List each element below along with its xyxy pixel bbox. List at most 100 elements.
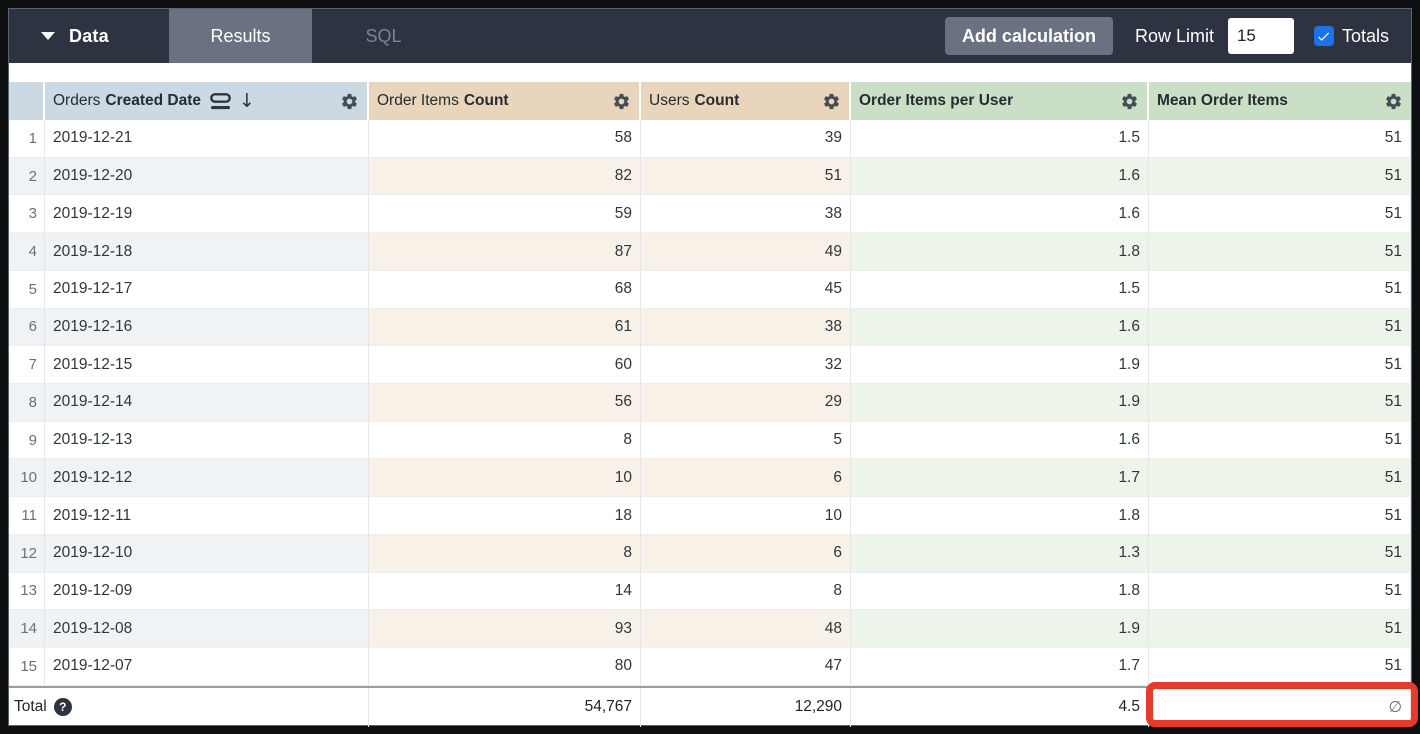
cell-order-items-count[interactable]: 93	[369, 610, 641, 649]
cell-users-count[interactable]: 45	[641, 270, 851, 309]
data-menu[interactable]: Data	[9, 9, 169, 63]
cell-mean-order-items[interactable]: 51	[1149, 534, 1411, 573]
gear-icon[interactable]	[612, 92, 631, 111]
cell-order-items-count[interactable]: 59	[369, 195, 641, 234]
cell-orders-created-date[interactable]: 2019-12-07	[45, 648, 369, 686]
cell-users-count[interactable]: 8	[641, 572, 851, 611]
cell-orders-created-date[interactable]: 2019-12-14	[45, 384, 369, 422]
add-calculation-button[interactable]: Add calculation	[944, 17, 1113, 55]
gear-icon[interactable]	[822, 92, 841, 111]
cell-users-count[interactable]: 29	[641, 384, 851, 422]
cell-orders-created-date[interactable]: 2019-12-17	[45, 270, 369, 309]
tab-results[interactable]: Results	[169, 9, 312, 63]
column-header-users-count[interactable]: Users Count	[641, 82, 851, 120]
cell-mean-order-items[interactable]: 51	[1149, 648, 1411, 686]
cell-order-items-count[interactable]: 8	[369, 421, 641, 460]
table-row: 5 2019-12-17 68 45 1.5 51	[9, 270, 1411, 309]
cell-order-items-count[interactable]: 61	[369, 308, 641, 347]
cell-order-items-count[interactable]: 82	[369, 157, 641, 196]
cell-order-items-count[interactable]: 80	[369, 648, 641, 686]
totals-label: Totals	[1341, 25, 1389, 46]
cell-users-count[interactable]: 39	[641, 120, 851, 158]
tab-sql[interactable]: SQL	[312, 9, 455, 63]
cell-orders-created-date[interactable]: 2019-12-11	[45, 497, 369, 535]
cell-users-count[interactable]: 48	[641, 610, 851, 649]
cell-order-items-count[interactable]: 10	[369, 459, 641, 498]
cell-users-count[interactable]: 49	[641, 233, 851, 271]
cell-mean-order-items[interactable]: 51	[1149, 308, 1411, 347]
cell-order-items-per-user[interactable]: 1.8	[851, 233, 1149, 271]
cell-order-items-per-user[interactable]: 1.9	[851, 384, 1149, 422]
tab-sql-label: SQL	[365, 25, 402, 46]
column-header-order-items-per-user[interactable]: Order Items per User	[851, 82, 1149, 120]
cell-orders-created-date[interactable]: 2019-12-20	[45, 157, 369, 196]
cell-order-items-count[interactable]: 60	[369, 346, 641, 385]
cell-mean-order-items[interactable]: 51	[1149, 572, 1411, 611]
cell-order-items-count[interactable]: 58	[369, 120, 641, 158]
cell-order-items-per-user[interactable]: 1.5	[851, 270, 1149, 309]
cell-orders-created-date[interactable]: 2019-12-21	[45, 120, 369, 158]
cell-orders-created-date[interactable]: 2019-12-16	[45, 308, 369, 347]
cell-order-items-per-user[interactable]: 1.7	[851, 648, 1149, 686]
cell-order-items-count[interactable]: 8	[369, 534, 641, 573]
cell-mean-order-items[interactable]: 51	[1149, 421, 1411, 460]
cell-mean-order-items[interactable]: 51	[1149, 459, 1411, 498]
cell-users-count[interactable]: 6	[641, 459, 851, 498]
cell-mean-order-items[interactable]: 51	[1149, 346, 1411, 385]
cell-orders-created-date[interactable]: 2019-12-19	[45, 195, 369, 234]
cell-mean-order-items[interactable]: 51	[1149, 195, 1411, 234]
cell-order-items-per-user[interactable]: 1.3	[851, 534, 1149, 573]
cell-order-items-count[interactable]: 68	[369, 270, 641, 309]
cell-order-items-per-user[interactable]: 1.6	[851, 421, 1149, 460]
totals-checkbox[interactable]	[1313, 26, 1334, 46]
cell-users-count[interactable]: 6	[641, 534, 851, 573]
column-header-mean-order-items[interactable]: Mean Order Items	[1149, 82, 1411, 120]
gear-icon[interactable]	[1120, 92, 1139, 111]
cell-mean-order-items[interactable]: 51	[1149, 120, 1411, 158]
cell-users-count[interactable]: 51	[641, 157, 851, 196]
gear-icon[interactable]	[340, 92, 359, 111]
cell-users-count[interactable]: 10	[641, 497, 851, 535]
cell-order-items-count[interactable]: 87	[369, 233, 641, 271]
cell-order-items-per-user[interactable]: 1.6	[851, 157, 1149, 196]
row-number: 2	[9, 157, 45, 196]
cell-users-count[interactable]: 38	[641, 195, 851, 234]
cell-order-items-per-user[interactable]: 1.7	[851, 459, 1149, 498]
total-order-items-per-user: 4.5	[851, 687, 1149, 727]
cell-order-items-count[interactable]: 14	[369, 572, 641, 611]
cell-order-items-count[interactable]: 56	[369, 384, 641, 422]
cell-users-count[interactable]: 47	[641, 648, 851, 686]
header-field-name: Count	[694, 92, 740, 109]
cell-order-items-per-user[interactable]: 1.9	[851, 346, 1149, 385]
gear-icon[interactable]	[1384, 92, 1403, 111]
cell-mean-order-items[interactable]: 51	[1149, 384, 1411, 422]
cell-order-items-per-user[interactable]: 1.5	[851, 120, 1149, 158]
cell-mean-order-items[interactable]: 51	[1149, 270, 1411, 309]
cell-orders-created-date[interactable]: 2019-12-15	[45, 346, 369, 385]
cell-order-items-per-user[interactable]: 1.8	[851, 497, 1149, 535]
cell-order-items-per-user[interactable]: 1.6	[851, 308, 1149, 347]
cell-users-count[interactable]: 32	[641, 346, 851, 385]
cell-order-items-count[interactable]: 18	[369, 497, 641, 535]
cell-order-items-per-user[interactable]: 1.8	[851, 572, 1149, 611]
cell-orders-created-date[interactable]: 2019-12-10	[45, 534, 369, 573]
cell-orders-created-date[interactable]: 2019-12-13	[45, 421, 369, 460]
column-header-order-items-count[interactable]: Order Items Count	[369, 82, 641, 120]
column-header-orders-created-date[interactable]: Orders Created Date ↓	[45, 82, 369, 120]
cell-orders-created-date[interactable]: 2019-12-12	[45, 459, 369, 498]
cell-mean-order-items[interactable]: 51	[1149, 610, 1411, 649]
cell-orders-created-date[interactable]: 2019-12-18	[45, 233, 369, 271]
cell-users-count[interactable]: 5	[641, 421, 851, 460]
cell-orders-created-date[interactable]: 2019-12-08	[45, 610, 369, 649]
toolbar-right-controls: Add calculation Row Limit Totals	[944, 9, 1411, 63]
cell-orders-created-date[interactable]: 2019-12-09	[45, 572, 369, 611]
cell-mean-order-items[interactable]: 51	[1149, 497, 1411, 535]
cell-users-count[interactable]: 38	[641, 308, 851, 347]
help-icon[interactable]: ?	[53, 698, 72, 717]
cell-order-items-per-user[interactable]: 1.6	[851, 195, 1149, 234]
cell-mean-order-items[interactable]: 51	[1149, 233, 1411, 271]
cell-mean-order-items[interactable]: 51	[1149, 157, 1411, 196]
table-row: 15 2019-12-07 80 47 1.7 51	[9, 648, 1411, 686]
cell-order-items-per-user[interactable]: 1.9	[851, 610, 1149, 649]
row-limit-input[interactable]	[1227, 18, 1294, 54]
